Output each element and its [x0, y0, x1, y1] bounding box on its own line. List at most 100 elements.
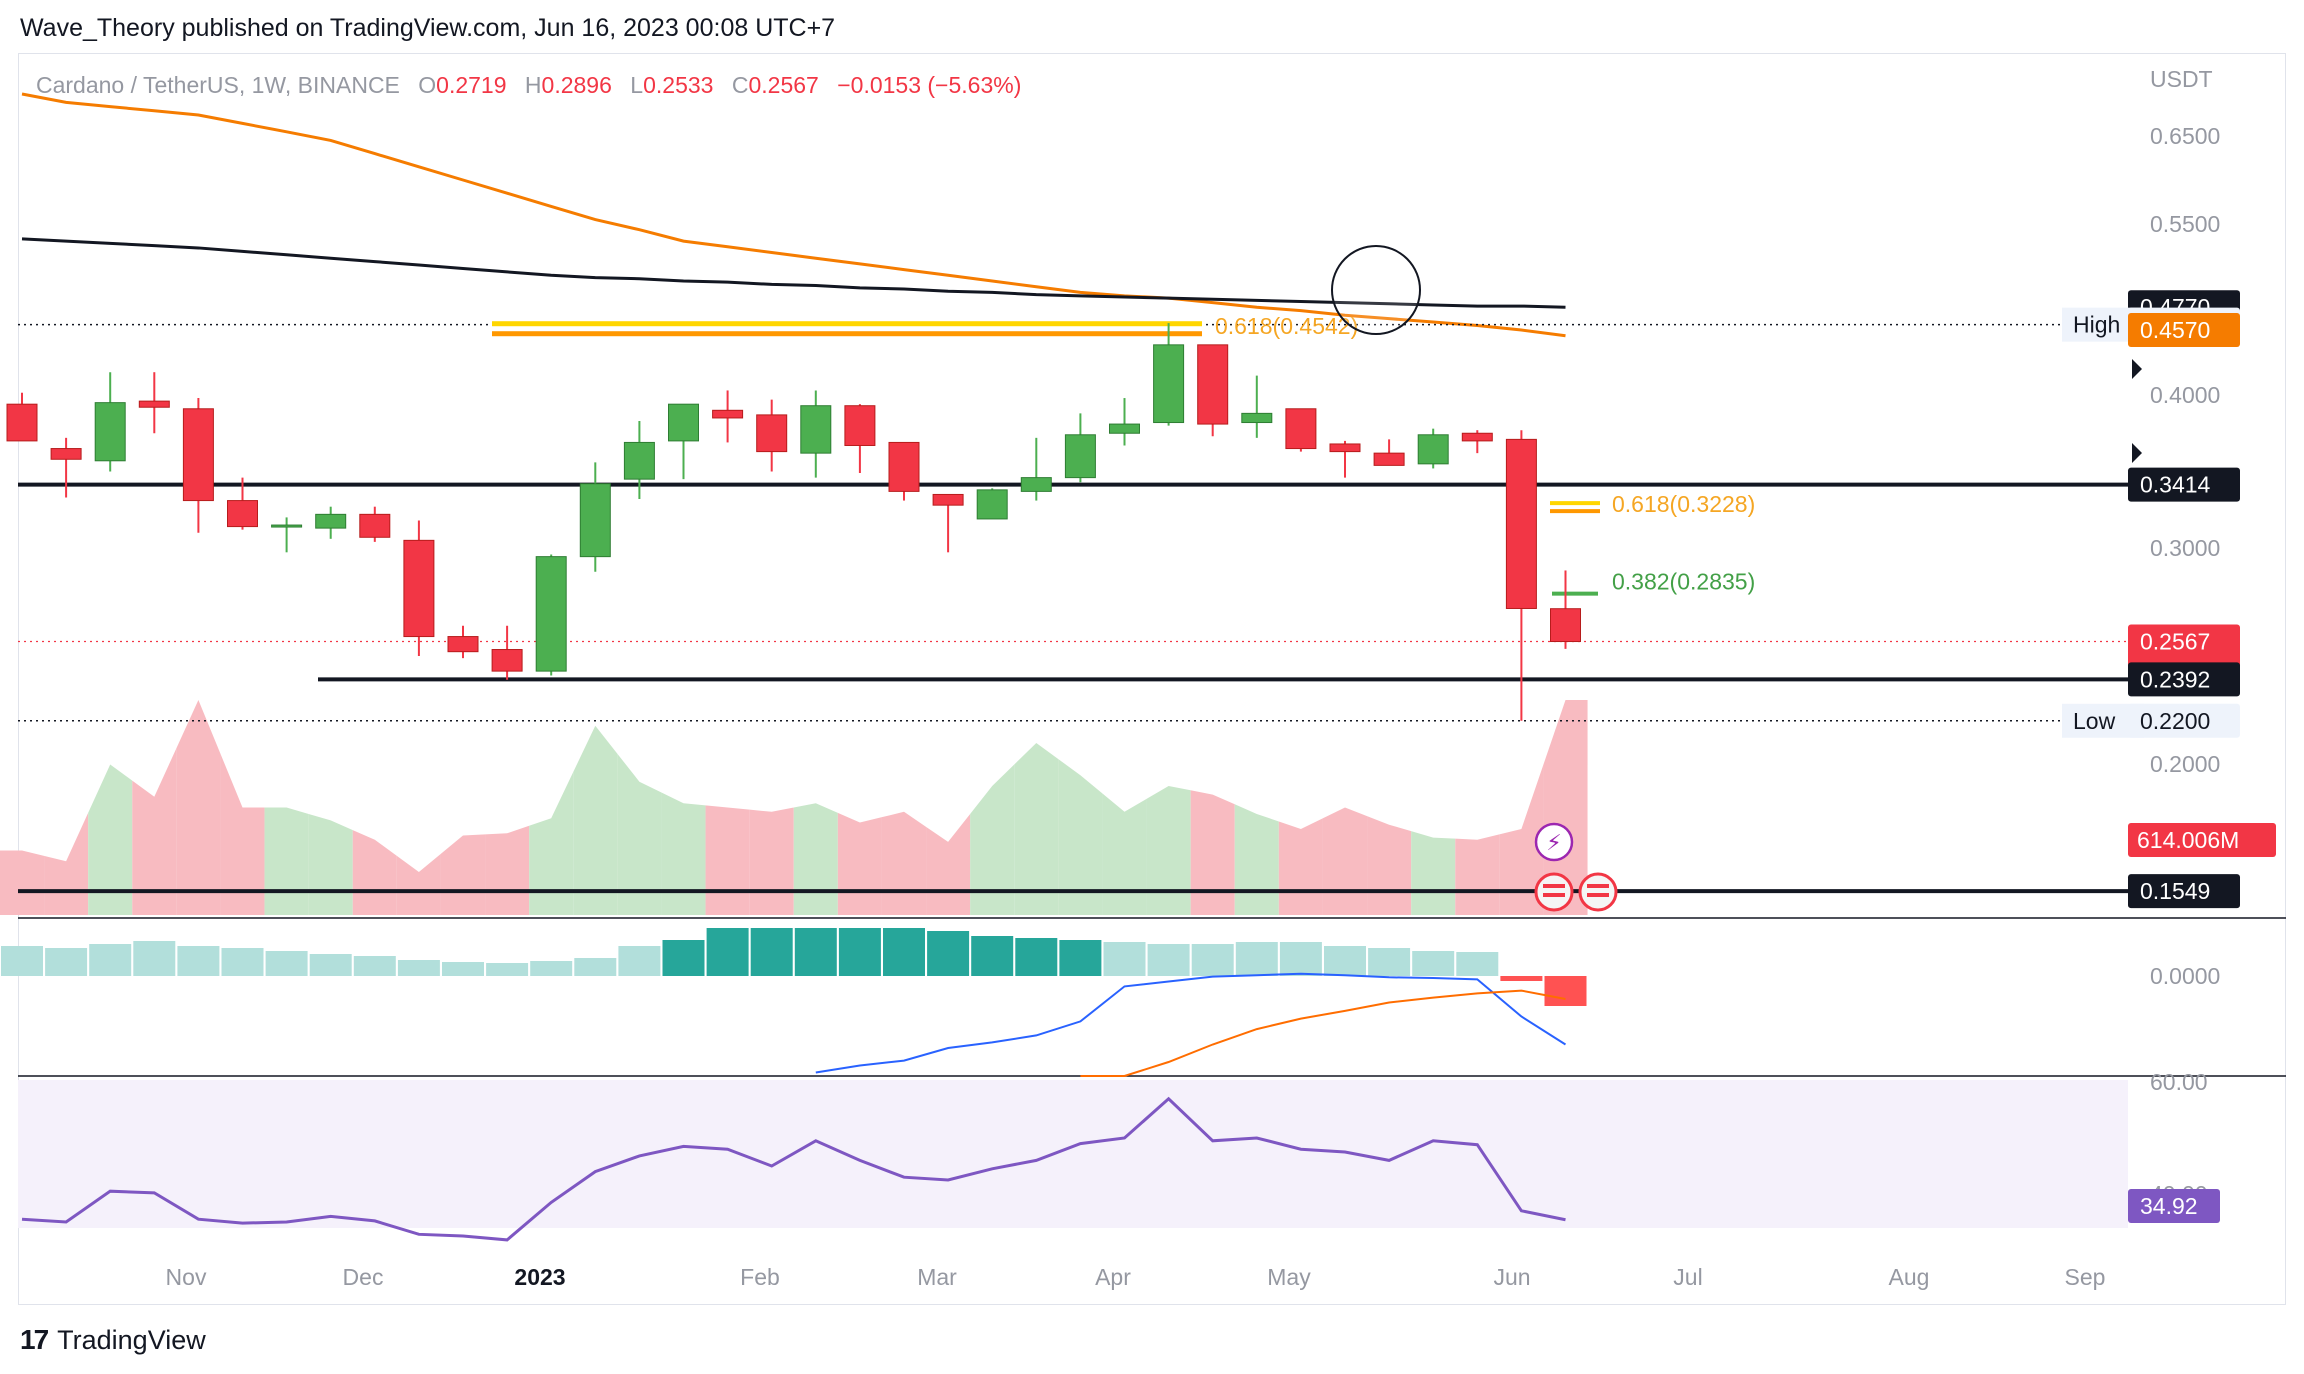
volume-area-segment — [88, 764, 133, 915]
price-label: 0.3414 — [2140, 472, 2211, 498]
volume-area-segment — [1146, 786, 1191, 915]
volume-area-segment — [440, 834, 486, 915]
volume-area-segment — [529, 772, 574, 915]
candle-body — [315, 513, 347, 529]
low-value: 0.2533 — [643, 72, 714, 98]
fib-label: 0.618(0.3228) — [1612, 491, 1755, 517]
fib-zone-mid-bar — [1550, 501, 1600, 506]
lightning-glyph-icon: ⚡ — [1546, 830, 1561, 855]
fib-label: 0.382(0.2835) — [1612, 569, 1755, 595]
macd-histogram-bar — [1412, 951, 1455, 976]
macd-histogram-bar — [1059, 940, 1102, 976]
volume-area-segment — [1322, 807, 1368, 915]
macd-histogram-bar — [574, 958, 617, 976]
symbol-name: Cardano / TetherUS, 1W, BINANCE — [36, 72, 400, 98]
candle-body — [1241, 412, 1273, 424]
macd-histogram-bar — [1191, 944, 1234, 976]
volume-area-segment — [1455, 834, 1500, 915]
volume-value-label: 614.006M — [2137, 827, 2239, 853]
candle-body — [138, 400, 170, 408]
candle-body — [50, 448, 82, 460]
price-label-prefix: High — [2073, 312, 2120, 338]
macd-histogram-bar — [397, 960, 440, 976]
rsi-band-bg — [18, 1080, 2128, 1228]
macd-histogram-bar — [1103, 942, 1146, 976]
price-label: 0.2392 — [2140, 666, 2210, 692]
volume-area-segment — [485, 825, 530, 915]
macd-histogram-bar — [1544, 976, 1587, 1006]
y-tick-label: 0.3000 — [2150, 535, 2220, 561]
candle-body — [94, 402, 126, 462]
macd-histogram-bar — [794, 928, 837, 976]
candle-body — [1064, 434, 1096, 479]
volume-area-segment — [220, 753, 265, 915]
candle-body — [359, 513, 391, 538]
candle-body — [712, 409, 744, 419]
symbol-legend: Cardano / TetherUS, 1W, BINANCE O0.2719 … — [36, 72, 1021, 99]
x-tick-label: Feb — [740, 1264, 780, 1290]
lightning-event-icon — [1534, 822, 1574, 862]
macd-histogram-bar — [706, 928, 749, 976]
x-tick-label: Jul — [1673, 1264, 1702, 1290]
volume-area-segment — [1367, 816, 1412, 915]
x-tick-label: Dec — [343, 1264, 384, 1290]
volume-area-segment — [573, 725, 618, 915]
macd-histogram-bar — [45, 948, 88, 976]
macd-histogram-bar — [618, 946, 661, 976]
volume-area-segment — [617, 753, 662, 915]
macd-histogram-bar — [1015, 938, 1058, 976]
cross-marker-circle — [1331, 245, 1421, 335]
open-value: 0.2719 — [436, 72, 507, 98]
macd-histogram-bar — [89, 944, 132, 976]
macd-histogram-bar — [309, 954, 352, 976]
fib-zone-mid-bar — [1550, 509, 1600, 514]
candle-body — [1153, 344, 1185, 424]
volume-area-segment — [396, 853, 441, 915]
price-label: 0.2567 — [2140, 629, 2210, 655]
candle-body — [800, 405, 832, 454]
x-tick-label: Apr — [1095, 1264, 1131, 1290]
volume-area-segment — [264, 807, 309, 915]
x-tick-label: May — [1267, 1264, 1311, 1290]
footer-brand[interactable]: 17 TradingView — [20, 1324, 206, 1356]
volume-area-segment — [926, 813, 971, 915]
x-tick-label: Jun — [1493, 1264, 1530, 1290]
macd-histogram-bar — [1500, 976, 1543, 981]
macd-histogram-bar — [883, 928, 925, 976]
price-label-bg — [2128, 467, 2240, 502]
volume-label-bg — [2128, 823, 2276, 857]
macd-zero-label: 0.0000 — [2150, 963, 2220, 989]
price-label: 0.1549 — [2140, 878, 2210, 904]
price-label-bg — [2128, 313, 2240, 348]
rsi-tick-label: 60.00 — [2150, 1069, 2208, 1095]
candle-body — [271, 524, 303, 528]
price-label: 0.2200 — [2140, 708, 2210, 734]
fib-zone-lower-bar — [1552, 591, 1598, 596]
macd-histogram-bar — [221, 948, 264, 976]
candle-body — [227, 500, 258, 528]
candle-body — [1329, 443, 1361, 453]
candle-body — [1417, 434, 1449, 465]
open-key: O — [418, 72, 437, 98]
macd-histogram-bar — [133, 941, 176, 976]
volume-area-segment — [1499, 764, 1544, 915]
macd-line — [815, 972, 1567, 1074]
y-tick-label: 0.5500 — [2150, 211, 2220, 237]
candle-body — [1373, 452, 1405, 466]
fib-zone-upper-bar — [492, 331, 1202, 337]
candle-body — [976, 489, 1008, 520]
candle-body — [403, 539, 435, 638]
macd-histogram-bar — [177, 946, 220, 976]
rsi-value-label: 34.92 — [2140, 1193, 2198, 1219]
fib-label: 0.618(0.4542) — [1215, 313, 1358, 339]
axis-arrow-icon — [2132, 359, 2142, 379]
y-tick-label: 0.4000 — [2150, 382, 2220, 408]
candle-body — [1285, 408, 1317, 450]
price-label-bg — [2128, 662, 2240, 697]
volume-area-segment — [1190, 790, 1235, 915]
volume-area-segment — [132, 748, 177, 915]
low-key: L — [630, 72, 644, 98]
candle-body — [623, 441, 655, 480]
candle-body — [888, 441, 920, 492]
